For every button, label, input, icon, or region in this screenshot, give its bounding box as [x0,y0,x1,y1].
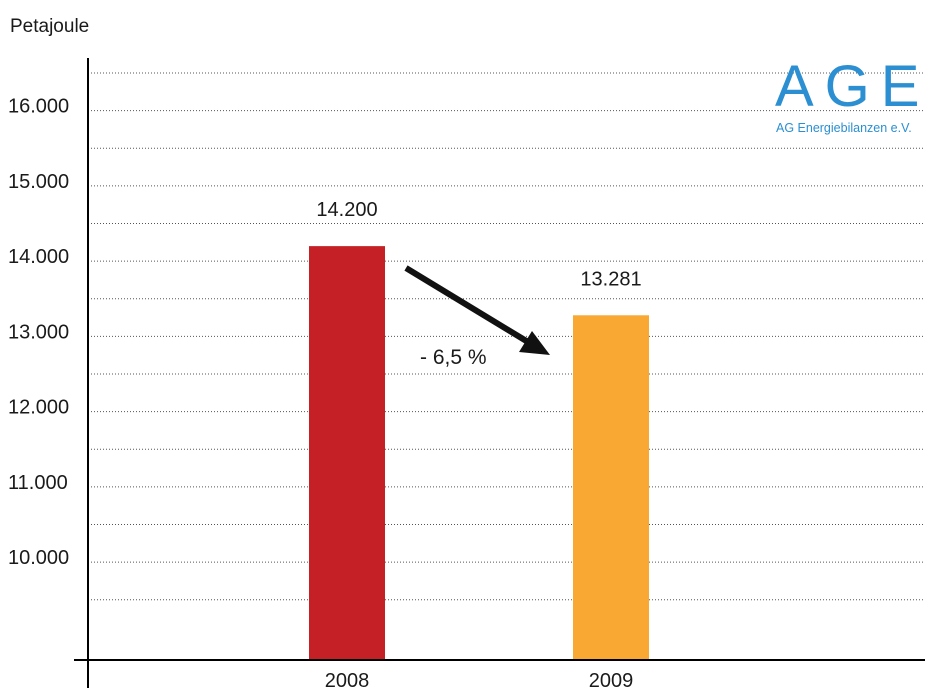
y-tick-label: 16.000 [8,96,69,118]
y-tick-label: 12.000 [8,397,69,419]
x-tick-label-2009: 2009 [589,670,634,692]
y-tick-label: 14.000 [8,246,69,268]
x-tick-labels: 2008 2009 [325,670,634,692]
x-tick-label-2008: 2008 [325,670,370,692]
value-labels: 14.200 13.281 [316,199,641,290]
y-tick-labels: 10.000 11.000 12.000 13.000 14.000 15.000 16.0… [8,96,69,569]
y-axis-label: Petajoule [10,16,89,37]
change-arrow [404,265,550,355]
bar-2009 [573,315,649,660]
y-tick-label: 15.000 [8,171,69,193]
y-tick-label: 10.000 [8,547,69,569]
bars [309,246,649,660]
value-label-2009: 13.281 [580,268,641,290]
value-label-2008: 14.200 [316,199,377,221]
bar-2008 [309,246,385,660]
gridlines [88,72,925,601]
change-annotation: - 6,5 % [420,346,487,369]
y-tick-label: 13.000 [8,321,69,343]
y-tick-label: 11.000 [8,472,68,494]
logo-subtitle: AG Energiebilanzen e.V. [776,121,912,135]
logo-wordmark: AGEB [775,54,925,119]
ageb-logo: AGEB AG Energiebilanzen e.V. [775,54,925,135]
